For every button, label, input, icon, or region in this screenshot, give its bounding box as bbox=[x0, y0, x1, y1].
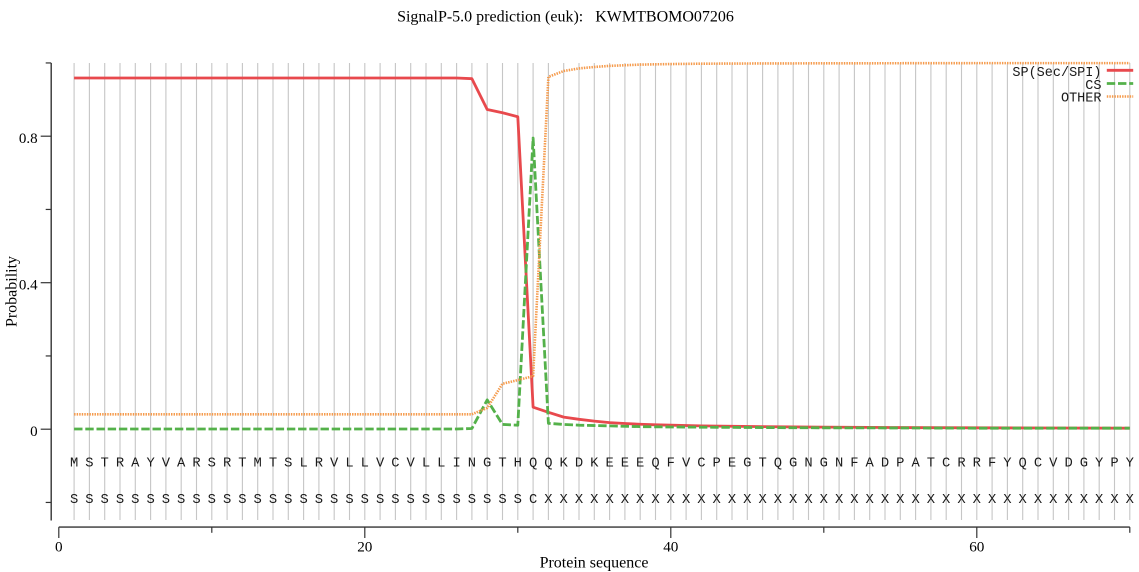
svg-text:0: 0 bbox=[55, 539, 63, 556]
svg-text:SP(Sec/SPI): SP(Sec/SPI) bbox=[1012, 66, 1101, 81]
svg-text:OTHER: OTHER bbox=[1061, 92, 1102, 107]
svg-text:60: 60 bbox=[969, 539, 985, 556]
svg-text:Probability: Probability bbox=[4, 256, 21, 327]
svg-text:0: 0 bbox=[30, 424, 38, 440]
svg-text:20: 20 bbox=[357, 539, 373, 556]
svg-text:0.8: 0.8 bbox=[19, 131, 38, 147]
svg-text:SignalP-5.0 prediction (euk):: SignalP-5.0 prediction (euk): KWMTBOMO07… bbox=[397, 8, 734, 25]
svg-text:0.4: 0.4 bbox=[19, 277, 38, 293]
svg-text:40: 40 bbox=[663, 539, 679, 556]
svg-text:Protein sequence: Protein sequence bbox=[540, 555, 649, 572]
svg-text:CS: CS bbox=[1085, 79, 1101, 94]
